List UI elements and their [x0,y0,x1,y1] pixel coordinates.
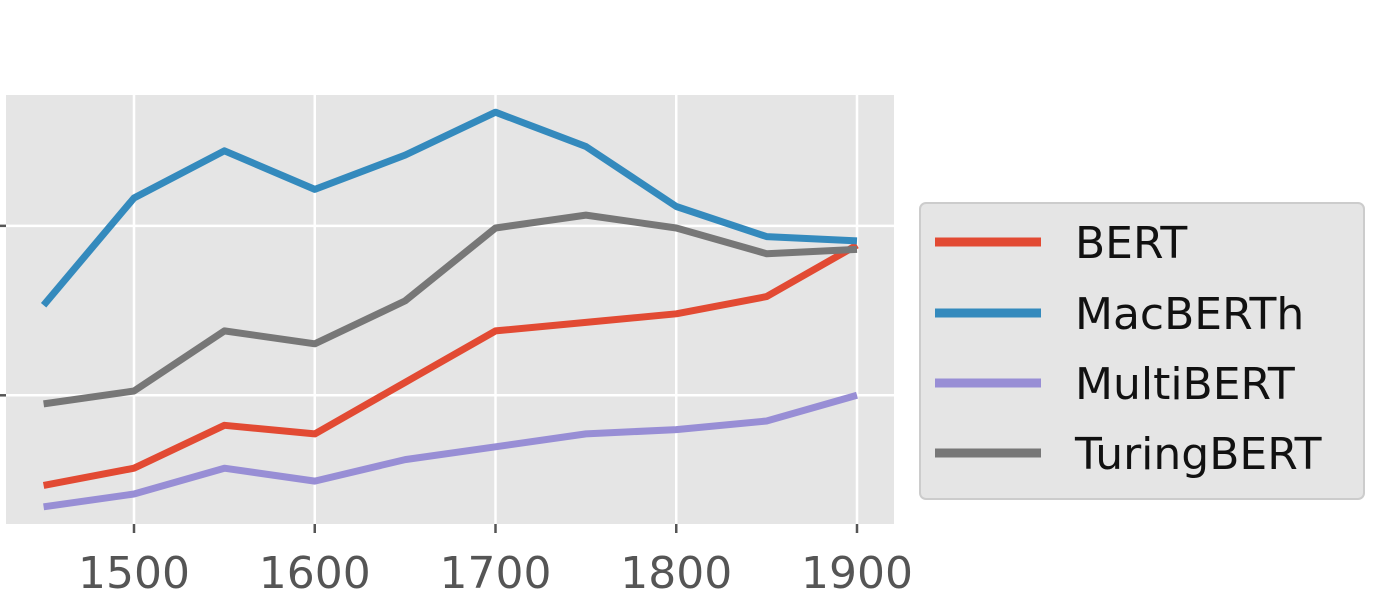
series-line-turingbert [43,211,858,408]
legend-item-turingbert: TuringBERT [935,429,1322,480]
legend-frame [919,202,1365,500]
series-line-multibert [43,391,858,511]
legend-item-macberth: MacBERTh [935,289,1304,340]
legend-label: MacBERTh [1075,289,1304,340]
legend-label: MultiBERT [1075,359,1295,410]
legend-label: BERT [1075,218,1187,269]
x-tick-label: 1600 [259,548,371,599]
legend-label: TuringBERT [1074,429,1322,480]
x-tick-label: 1500 [78,548,190,599]
legend-item-bert: BERT [935,218,1187,269]
x-tick-label: 1900 [801,548,913,599]
x-tick-label: 1700 [440,548,552,599]
series-line-bert [42,242,859,489]
x-tick-label: 1800 [620,548,732,599]
y-axis-ticks [0,224,6,397]
legend: BERT MacBERTh MultiBERT TuringBERT [919,202,1365,500]
series-line-macberth [40,108,858,308]
grid [6,95,894,524]
plot-area [6,95,894,524]
series-lines [40,108,859,511]
legend-item-multibert: MultiBERT [935,359,1295,410]
x-axis-ticks: 1500 1600 1700 1800 1900 [78,524,913,599]
